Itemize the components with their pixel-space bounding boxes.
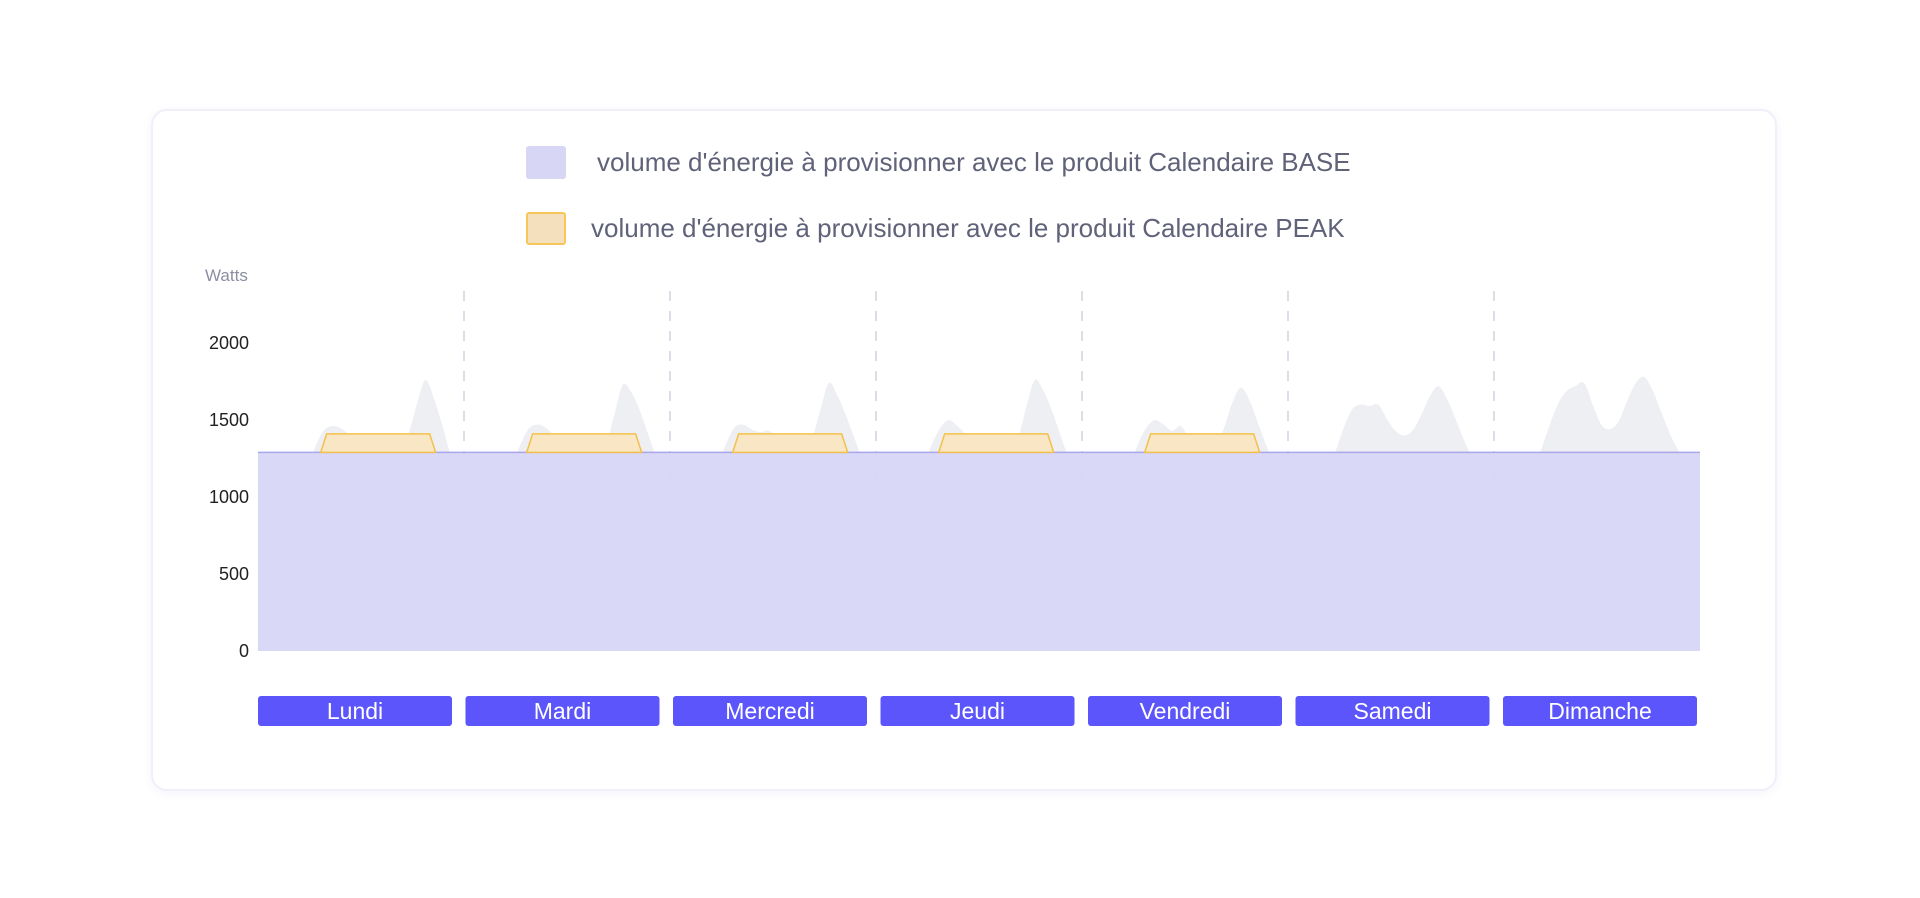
day-label: Jeudi [950, 698, 1005, 724]
day-label-box [465, 696, 660, 726]
day-label: Dimanche [1548, 698, 1652, 724]
legend-item-base: volume d'énergie à provisionner avec le … [526, 146, 1351, 179]
y-axis-label: Watts [205, 266, 248, 285]
day-label-box [1088, 696, 1282, 726]
day-label: Samedi [1354, 698, 1432, 724]
peak-area [937, 433, 1055, 454]
day-label: Mercredi [725, 698, 814, 724]
y-axis-ticks: 0 500 1000 1500 2000 [209, 333, 249, 661]
peak-area [525, 433, 643, 454]
day-label-box [1295, 696, 1490, 726]
legend-label-base: volume d'énergie à provisionner avec le … [597, 147, 1351, 177]
legend-swatch-base [526, 146, 566, 179]
base-area [258, 452, 1700, 651]
energy-chart: Watts 0 500 1000 1500 2000 Lundi Mardi Mercred… [205, 266, 1700, 726]
y-tick-label: 2000 [209, 333, 249, 353]
chart-card: volume d'énergie à provisionner avec le … [151, 109, 1777, 791]
y-tick-label: 0 [239, 641, 249, 661]
peak-area [731, 433, 849, 454]
day-label: Vendredi [1140, 698, 1231, 724]
plot-area [258, 376, 1700, 651]
legend-label-peak: volume d'énergie à provisionner avec le … [591, 213, 1345, 243]
day-label: Lundi [327, 698, 383, 724]
day-label-box [880, 696, 1075, 726]
day-label-box [258, 696, 452, 726]
day-label-box [673, 696, 867, 726]
day-label-box [1503, 696, 1697, 726]
y-tick-label: 1500 [209, 410, 249, 430]
legend: volume d'énergie à provisionner avec le … [153, 111, 1775, 251]
day-labels: Lundi Mardi Mercredi Jeudi Vendredi Samedi Dim… [258, 696, 1697, 726]
day-label: Mardi [534, 698, 592, 724]
legend-item-peak: volume d'énergie à provisionner avec le … [526, 212, 1345, 245]
y-tick-label: 500 [219, 564, 249, 584]
y-tick-label: 1000 [209, 487, 249, 507]
peak-area [319, 433, 437, 454]
peak-area [1143, 433, 1261, 454]
legend-swatch-peak [526, 212, 566, 245]
